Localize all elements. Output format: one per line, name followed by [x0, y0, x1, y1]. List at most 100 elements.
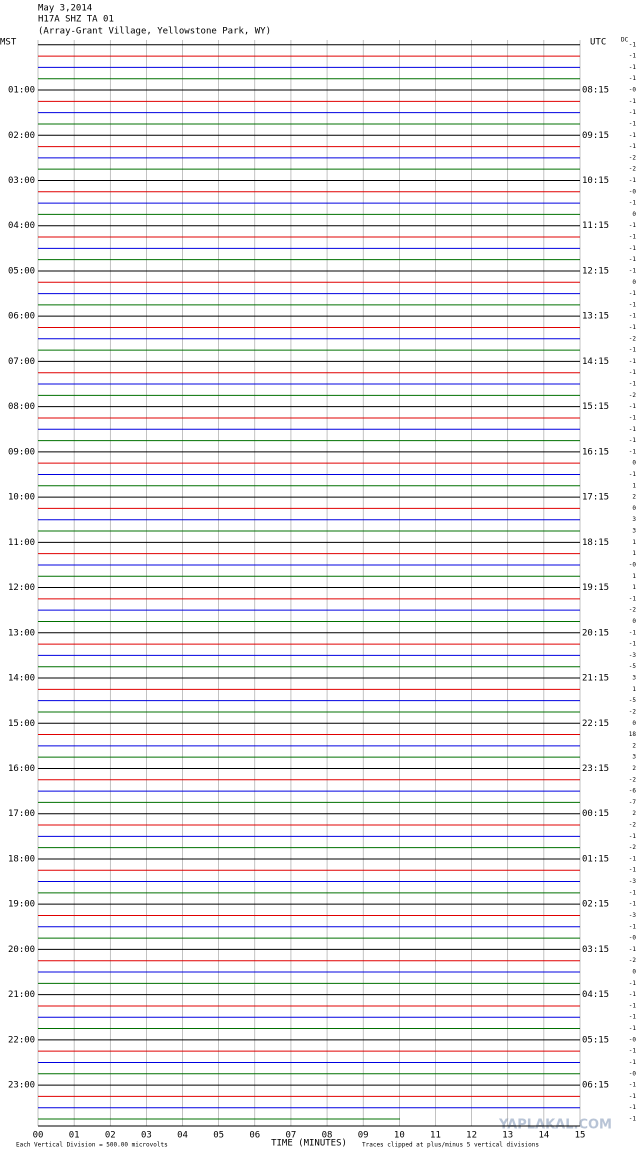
- x-tick-label: 12: [466, 1131, 477, 1141]
- dc-offset: -0: [629, 188, 637, 195]
- dc-offset: 0: [632, 618, 636, 625]
- header-line: H17A SHZ TA 01: [38, 15, 114, 25]
- dc-offset: -0: [629, 1036, 637, 1043]
- footer-right: Traces clipped at plus/minus 5 vertical …: [362, 1142, 539, 1149]
- dc-offset: -0: [629, 87, 637, 94]
- left-hour: 15:00: [8, 719, 35, 729]
- dc-offset: -1: [629, 426, 637, 433]
- dc-offset: -1: [629, 1002, 637, 1009]
- dc-offset: 0: [632, 460, 636, 467]
- dc-offset: -3: [629, 878, 637, 885]
- x-tick-label: 06: [249, 1131, 260, 1141]
- dc-offset: -6: [629, 788, 637, 795]
- dc-offset: -1: [629, 923, 637, 930]
- dc-offset: -1: [629, 301, 637, 308]
- x-title: TIME (MINUTES): [271, 1139, 347, 1149]
- x-tick-label: 04: [177, 1131, 188, 1141]
- dc-offset: -1: [629, 1116, 637, 1123]
- dc-offset: -1: [629, 901, 637, 908]
- x-tick-label: 07: [286, 1131, 297, 1141]
- x-tick-label: 14: [538, 1131, 549, 1141]
- footer-left: Each Vertical Division = 500.00 microvol…: [16, 1142, 168, 1149]
- dc-offset: -5: [629, 663, 637, 670]
- right-hour: 01:15: [582, 854, 609, 864]
- right-hour: 03:15: [582, 945, 609, 955]
- dc-offset: -1: [629, 109, 637, 116]
- right-hour: 22:15: [582, 719, 609, 729]
- dc-offset: -1: [629, 143, 637, 150]
- dc-offset: -0: [629, 935, 637, 942]
- dc-offset: -1: [629, 369, 637, 376]
- dc-offset: 1: [632, 686, 636, 693]
- header-line: May 3,2014: [38, 4, 92, 14]
- right-hour: 19:15: [582, 583, 609, 593]
- dc-offset: 1: [632, 482, 636, 489]
- dc-offset: 1: [632, 539, 636, 546]
- right-hour: 04:15: [582, 990, 609, 1000]
- dc-offset: -1: [629, 1104, 637, 1111]
- left-hour: 19:00: [8, 900, 35, 910]
- dc-offset: 1: [632, 573, 636, 580]
- dc-offset: 1: [632, 584, 636, 591]
- left-hour: 17:00: [8, 809, 35, 819]
- dc-offset: -3: [629, 912, 637, 919]
- x-tick-label: 10: [394, 1131, 405, 1141]
- left-zone: MST: [0, 38, 17, 48]
- dc-offset: -1: [629, 641, 637, 648]
- right-hour: 23:15: [582, 764, 609, 774]
- right-hour: 18:15: [582, 538, 609, 548]
- dc-offset: -1: [629, 595, 637, 602]
- left-hour: 06:00: [8, 312, 35, 322]
- dc-offset: -1: [629, 1014, 637, 1021]
- left-hour: 05:00: [8, 266, 35, 276]
- dc-offset: -1: [629, 98, 637, 105]
- right-hour: 05:15: [582, 1035, 609, 1045]
- dc-offset: -1: [629, 403, 637, 410]
- left-hour: 04:00: [8, 221, 35, 231]
- x-tick-label: 13: [502, 1131, 513, 1141]
- x-tick-label: 11: [430, 1131, 441, 1141]
- dc-offset: -1: [629, 1048, 637, 1055]
- right-hour: 14:15: [582, 357, 609, 367]
- header-line: (Array-Grant Village, Yellowstone Park, …: [38, 27, 271, 37]
- dc-offset: -1: [629, 629, 637, 636]
- dc-offset: 3: [632, 528, 636, 535]
- dc-offset: -0: [629, 1070, 637, 1077]
- dc-offset: -1: [629, 245, 637, 252]
- dc-offset: -1: [629, 347, 637, 354]
- dc-offset: -5: [629, 697, 637, 704]
- left-hour: 07:00: [8, 357, 35, 367]
- left-hour: 02:00: [8, 131, 35, 141]
- dc-offset: -1: [629, 313, 637, 320]
- dc-offset: -1: [629, 414, 637, 421]
- x-tick-label: 00: [33, 1131, 44, 1141]
- x-tick-label: 09: [358, 1131, 369, 1141]
- corner-label: DC: [621, 37, 629, 44]
- dc-offset: -2: [629, 607, 637, 614]
- dc-offset: -1: [629, 222, 637, 229]
- right-hour: 10:15: [582, 176, 609, 186]
- dc-offset: -1: [629, 867, 637, 874]
- right-hour: 12:15: [582, 266, 609, 276]
- dc-offset: -1: [629, 991, 637, 998]
- right-hour: 09:15: [582, 131, 609, 141]
- left-hour: 22:00: [8, 1035, 35, 1045]
- dc-offset: 18: [629, 731, 637, 738]
- dc-offset: -1: [629, 234, 637, 241]
- right-hour: 20:15: [582, 628, 609, 638]
- dc-offset: -1: [629, 41, 637, 48]
- x-tick-label: 01: [69, 1131, 80, 1141]
- right-hour: 15:15: [582, 402, 609, 412]
- dc-offset: -1: [629, 324, 637, 331]
- dc-offset: -1: [629, 889, 637, 896]
- right-hour: 02:15: [582, 900, 609, 910]
- dc-offset: 3: [632, 754, 636, 761]
- right-hour: 06:15: [582, 1081, 609, 1091]
- dc-offset: -7: [629, 799, 637, 806]
- dc-offset: -1: [629, 53, 637, 60]
- dc-offset: 0: [632, 969, 636, 976]
- dc-offset: -2: [629, 335, 637, 342]
- left-hour: 13:00: [8, 628, 35, 638]
- dc-offset: -2: [629, 392, 637, 399]
- dc-offset: -2: [629, 776, 637, 783]
